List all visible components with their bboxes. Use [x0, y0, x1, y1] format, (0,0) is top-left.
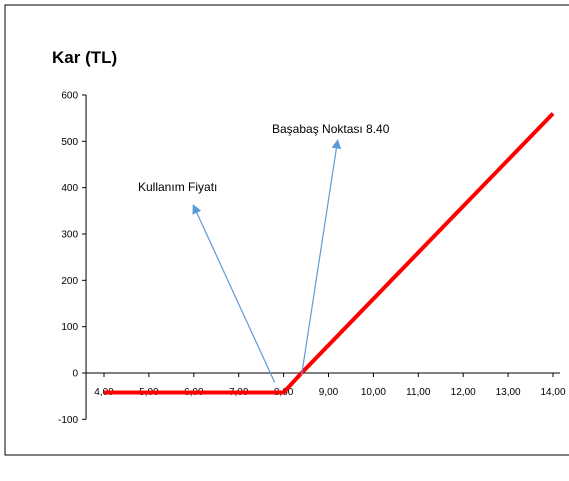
x-tick-label: 10,00: [361, 387, 386, 398]
annotation-arrow: [194, 206, 275, 382]
x-tick-label: 14,00: [540, 387, 565, 398]
annotations: Kullanım Fiyatı Başabaş Noktası 8.40: [138, 122, 390, 382]
x-tick-label: 9,00: [319, 387, 339, 398]
x-tick-label: 13,00: [496, 387, 521, 398]
y-tick-label: 300: [61, 230, 78, 241]
x-tick-label: 11,00: [406, 387, 431, 398]
y-tick-label: -100: [58, 415, 78, 426]
y-tick-label: 600: [61, 91, 78, 102]
y-tick-label: 100: [61, 322, 78, 333]
profit-line: [104, 114, 553, 393]
y-axis-title: Kar (TL): [52, 48, 117, 67]
y-tick-label: 0: [72, 369, 78, 380]
y-tick-label: 500: [61, 137, 78, 148]
series-layer: [104, 113, 553, 392]
x-tick-label: 12,00: [451, 387, 476, 398]
y-tick-label: 200: [61, 276, 78, 287]
annotation-label: Başabaş Noktası 8.40: [272, 122, 390, 136]
annotation-label: Kullanım Fiyatı: [138, 180, 217, 194]
y-tick-label: 400: [61, 183, 78, 194]
